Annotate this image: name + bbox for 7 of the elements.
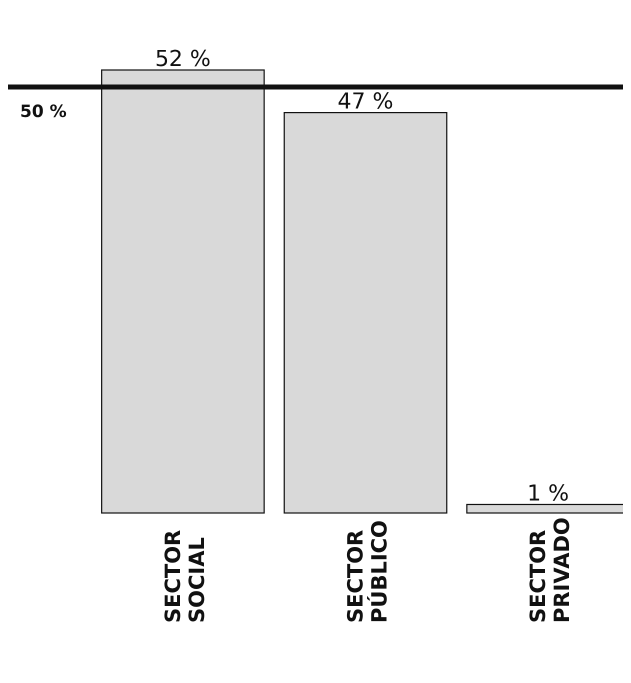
x-tick-label: SECTOR PRIVADO — [526, 517, 574, 623]
x-tick-label: SECTOR PÚBLICO — [344, 520, 392, 623]
x-tick-label: SECTOR SOCIAL — [160, 530, 209, 623]
data-label: 52 % — [154, 47, 211, 72]
ref-line-label: 50 % — [20, 102, 67, 122]
data-label: 47 % — [338, 90, 394, 115]
data-label: 1 % — [527, 481, 570, 506]
